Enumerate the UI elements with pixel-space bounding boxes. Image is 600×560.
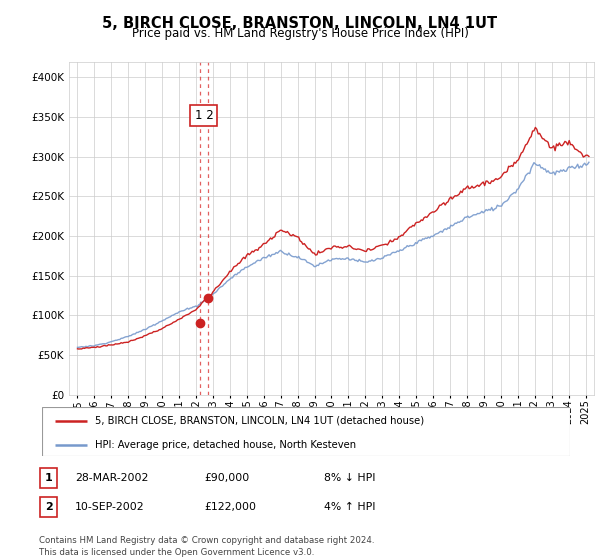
FancyBboxPatch shape bbox=[42, 407, 570, 456]
Text: 5, BIRCH CLOSE, BRANSTON, LINCOLN, LN4 1UT (detached house): 5, BIRCH CLOSE, BRANSTON, LINCOLN, LN4 1… bbox=[95, 416, 424, 426]
Text: HPI: Average price, detached house, North Kesteven: HPI: Average price, detached house, Nort… bbox=[95, 440, 356, 450]
Text: £90,000: £90,000 bbox=[204, 473, 249, 483]
Text: 5, BIRCH CLOSE, BRANSTON, LINCOLN, LN4 1UT: 5, BIRCH CLOSE, BRANSTON, LINCOLN, LN4 1… bbox=[103, 16, 497, 31]
Text: 28-MAR-2002: 28-MAR-2002 bbox=[75, 473, 148, 483]
Text: Price paid vs. HM Land Registry's House Price Index (HPI): Price paid vs. HM Land Registry's House … bbox=[131, 27, 469, 40]
Text: £122,000: £122,000 bbox=[204, 502, 256, 512]
Text: 1: 1 bbox=[45, 473, 52, 483]
Text: 4% ↑ HPI: 4% ↑ HPI bbox=[324, 502, 376, 512]
Text: 2: 2 bbox=[45, 502, 52, 512]
FancyBboxPatch shape bbox=[40, 497, 57, 517]
Text: 10-SEP-2002: 10-SEP-2002 bbox=[75, 502, 145, 512]
Text: 1 2: 1 2 bbox=[194, 109, 214, 122]
Text: Contains HM Land Registry data © Crown copyright and database right 2024.
This d: Contains HM Land Registry data © Crown c… bbox=[39, 536, 374, 557]
FancyBboxPatch shape bbox=[40, 468, 57, 488]
Text: 8% ↓ HPI: 8% ↓ HPI bbox=[324, 473, 376, 483]
